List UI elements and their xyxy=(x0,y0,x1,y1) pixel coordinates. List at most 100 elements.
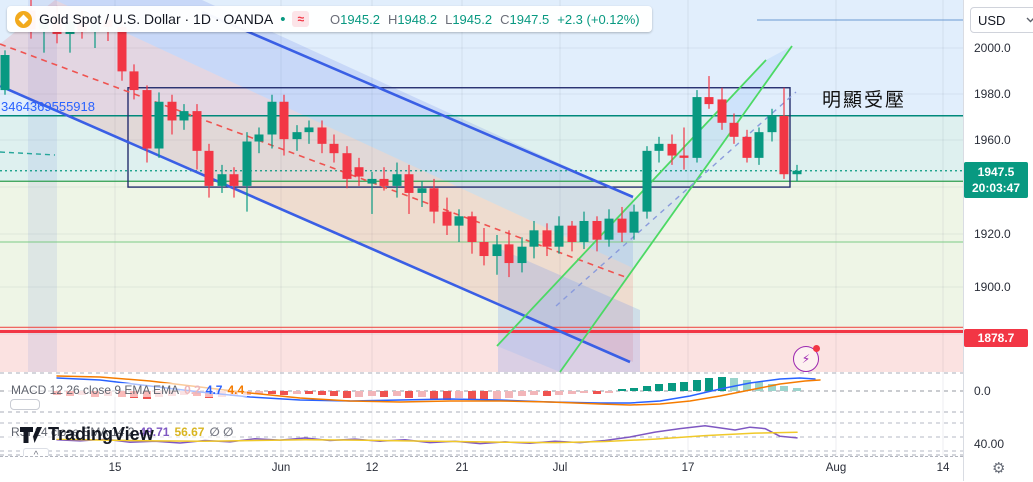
tradingview-logo[interactable]: TradingView xyxy=(20,424,154,445)
pressure-annotation[interactable]: 明顯受壓 xyxy=(822,90,907,111)
macd-histogram-bar xyxy=(280,391,288,395)
macd-histogram-bar xyxy=(468,391,476,399)
macd-histogram-bar xyxy=(418,391,426,397)
macd-histogram-bar xyxy=(580,391,588,393)
price-axis-settings-gear-icon[interactable]: ⚙ xyxy=(992,460,1006,477)
symbol-title[interactable]: Gold Spot / U.S. Dollar · 1D · OANDA xyxy=(39,11,274,27)
macd-mini-button[interactable] xyxy=(10,399,40,410)
macd-histogram-bar xyxy=(568,391,576,394)
candle xyxy=(342,153,352,179)
candle xyxy=(604,218,614,240)
candle xyxy=(504,244,514,264)
candle xyxy=(129,71,139,91)
falling-channel-mid xyxy=(0,43,629,279)
macd-histogram-bar xyxy=(768,384,776,391)
macd-hist-value: 0.2 xyxy=(184,383,201,397)
candle xyxy=(629,211,639,233)
candle xyxy=(667,143,677,156)
macd-histogram-bar xyxy=(293,391,301,394)
price-axis[interactable] xyxy=(963,0,1033,481)
change-value: +2.3 (+0.12%) xyxy=(557,11,640,27)
lightning-bolt-icon: ⚡ xyxy=(801,352,811,366)
candle xyxy=(192,111,202,151)
candle xyxy=(592,220,602,240)
high-value: 1948.2 xyxy=(397,11,438,27)
macd-signal-value: 4.4 xyxy=(227,383,245,397)
rsi-tick-label: 40.00 xyxy=(974,437,1005,451)
candle xyxy=(204,150,214,186)
macd-legend-label[interactable]: MACD 12 26 close 9 EMA EMA xyxy=(11,383,180,397)
open-value: 1945.2 xyxy=(340,11,380,27)
candle xyxy=(267,101,277,135)
candle xyxy=(467,216,477,243)
macd-histogram-bar xyxy=(755,382,763,391)
low-label: L xyxy=(445,11,453,27)
time-axis-label: 12 xyxy=(365,462,379,474)
lightning-alert-button[interactable]: ⚡ xyxy=(793,345,820,372)
macd-histogram-bar xyxy=(680,382,688,391)
falling-channel-top xyxy=(201,10,634,199)
last-price-value: 1947.5 xyxy=(977,165,1015,179)
market-status-dot-icon: • xyxy=(280,10,286,28)
candle xyxy=(117,26,127,72)
macd-histogram-bar xyxy=(705,378,713,391)
time-axis-label: 21 xyxy=(455,462,469,474)
ohlc-values: O1945.2 H1948.2 L1945.2 C1947.5 +2.3 (+0… xyxy=(330,12,640,27)
channel-fill xyxy=(28,0,57,372)
time-axis-label: 14 xyxy=(936,462,950,474)
approx-data-badge[interactable]: ≈ xyxy=(292,11,310,27)
symbol-toolbar[interactable]: Gold Spot / U.S. Dollar · 1D · OANDA • ≈… xyxy=(7,6,652,32)
rsi-empty-values: ∅ ∅ xyxy=(209,425,234,439)
notification-dot xyxy=(813,345,820,352)
currency-label: USD xyxy=(978,12,1006,28)
candle xyxy=(142,90,152,149)
close-value: 1947.5 xyxy=(509,11,550,27)
candle xyxy=(254,134,264,142)
rsi-legend[interactable]: RSI 14 close SMA 14 2 48.71 56.67 ∅ ∅ xyxy=(8,425,237,439)
macd-legend[interactable]: MACD 12 26 close 9 EMA EMA 0.2 4.7 4.4 xyxy=(8,383,248,397)
candle xyxy=(0,55,10,91)
candle xyxy=(154,101,164,149)
macd-line-value: 4.7 xyxy=(205,383,223,397)
candle xyxy=(167,101,177,121)
drawing-id-label[interactable]: 3464369555918 xyxy=(1,99,95,114)
macd-histogram-bar xyxy=(743,380,751,391)
price-tick-label: 1900.0 xyxy=(974,280,1011,294)
rising-channel-right xyxy=(559,45,793,373)
close-label: C xyxy=(500,11,510,27)
left-ema-dash xyxy=(0,151,56,156)
macd-histogram-bar xyxy=(443,391,451,400)
candle xyxy=(754,132,764,158)
candle xyxy=(404,174,414,193)
alert-price-badge: 1878.7 xyxy=(964,329,1028,347)
candle xyxy=(742,136,752,158)
macd-histogram-bar xyxy=(355,391,363,397)
candle xyxy=(304,127,314,133)
macd-histogram-bar xyxy=(493,391,501,399)
macd-histogram-bar xyxy=(780,386,788,391)
candle xyxy=(617,218,627,233)
macd-histogram-bar xyxy=(505,391,513,398)
rsi-sma-value: 56.67 xyxy=(174,425,205,439)
candle xyxy=(704,97,714,105)
candle xyxy=(479,242,489,257)
macd-histogram-bar xyxy=(380,391,388,397)
macd-histogram-bar xyxy=(618,389,626,391)
high-label: H xyxy=(387,11,398,27)
candle xyxy=(642,150,652,212)
rsi-sma-line xyxy=(56,431,798,444)
macd-histogram-bar xyxy=(530,391,538,395)
candle xyxy=(242,141,252,186)
macd-histogram-bar xyxy=(643,386,651,391)
chevron-down-icon xyxy=(1026,17,1033,23)
price-tick-label: 1980.0 xyxy=(974,87,1011,101)
tradingview-logo-text: TradingView xyxy=(48,424,154,444)
time-axis[interactable] xyxy=(0,456,1033,482)
rsi-legend-label[interactable]: RSI 14 close SMA 14 2 xyxy=(11,425,135,439)
currency-selector-button[interactable]: USD xyxy=(970,7,1033,33)
candle xyxy=(442,211,452,226)
macd-histogram-bar xyxy=(655,384,663,391)
candle xyxy=(692,97,702,158)
range-box xyxy=(127,87,791,188)
